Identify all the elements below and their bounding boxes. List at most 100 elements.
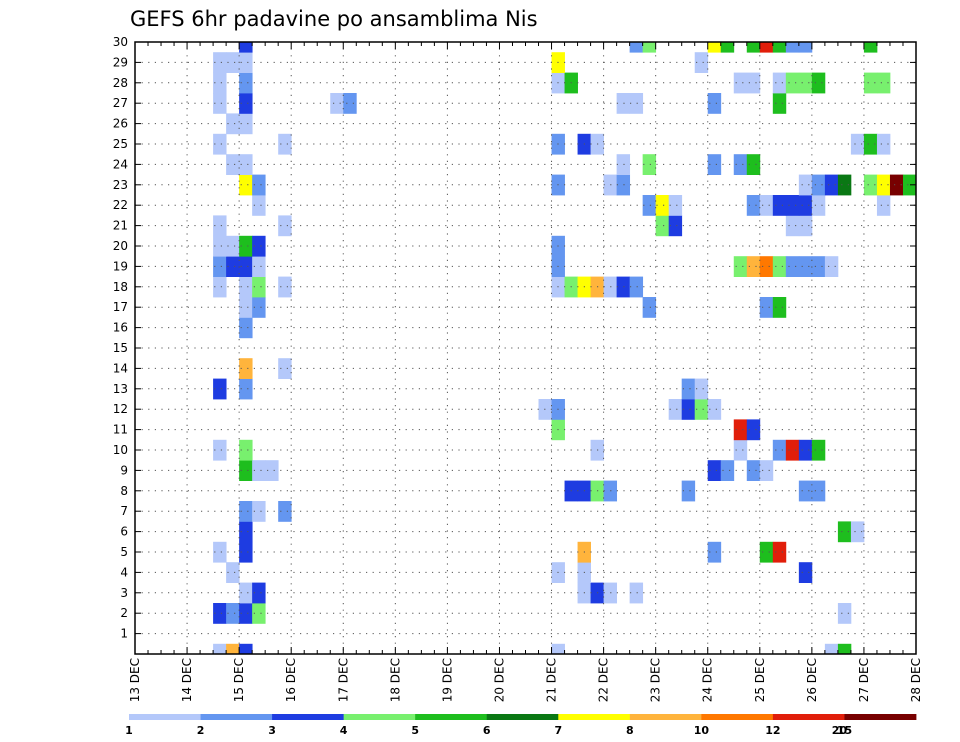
colorbar-label: 2	[197, 724, 205, 737]
heatmap-cell	[876, 133, 891, 155]
x-tick-label: 26 DEC	[805, 658, 819, 702]
heatmap-cell	[837, 603, 852, 624]
heatmap-cell	[746, 256, 761, 277]
y-tick-label: 25	[113, 137, 128, 151]
x-tick-label: 18 DEC	[388, 658, 402, 702]
heatmap-cell	[759, 42, 774, 53]
heatmap-cell	[798, 256, 813, 277]
heatmap-cell	[772, 297, 787, 318]
heatmap-cell	[252, 256, 266, 277]
heatmap-cell	[252, 174, 266, 196]
heatmap-cell	[252, 276, 266, 298]
heatmap-cell	[863, 174, 878, 196]
heatmap-cell	[226, 52, 240, 73]
colorbar-segment	[558, 714, 631, 720]
heatmap-cell	[759, 460, 774, 481]
heatmap-cell	[707, 541, 722, 563]
y-tick-label: 1	[120, 627, 128, 641]
y-tick-label: 21	[113, 219, 128, 233]
heatmap-cell	[239, 154, 253, 175]
heatmap-cell	[668, 215, 683, 237]
heatmap-cell	[239, 643, 253, 655]
heatmap-cell	[720, 42, 735, 53]
colorbar-segment	[129, 714, 201, 720]
heatmap-cell	[811, 480, 826, 502]
heatmap-cell	[252, 582, 266, 604]
heatmap-cell	[213, 439, 227, 461]
heatmap-cell	[629, 42, 644, 53]
x-tick-label: 17 DEC	[336, 658, 350, 702]
heatmap-cell	[226, 235, 240, 257]
colorbar-label: 15	[837, 724, 852, 737]
heatmap-cell	[837, 643, 852, 655]
heatmap-cell	[681, 378, 696, 400]
heatmap-cell	[863, 133, 878, 155]
heatmap-cell	[785, 42, 800, 53]
heatmap-cell	[733, 72, 748, 94]
heatmap-cell	[733, 256, 748, 277]
heatmap-cell	[239, 603, 253, 624]
heatmap-cell	[733, 419, 748, 441]
heatmap-cell	[746, 72, 761, 94]
heatmap-cell	[278, 276, 292, 298]
heatmap-cell	[746, 195, 761, 216]
colorbar-label: 12	[765, 724, 780, 737]
y-tick-label: 23	[113, 178, 128, 192]
chart-title: GEFS 6hr padavine po ansamblima Nis	[130, 7, 538, 31]
heatmap-cell	[616, 174, 631, 196]
y-tick-label: 29	[113, 55, 128, 69]
colorbar-label: 1	[125, 724, 133, 737]
y-tick-label: 5	[120, 545, 128, 559]
heatmap-cell	[239, 235, 253, 257]
heatmap-cell	[798, 174, 813, 196]
heatmap-cell	[798, 439, 813, 461]
heatmap-cell	[694, 52, 709, 73]
y-tick-label: 26	[113, 117, 128, 131]
heatmap-cell	[811, 439, 826, 461]
heatmap-cell	[707, 93, 722, 114]
heatmap-cell	[798, 42, 813, 53]
y-tick-label: 22	[113, 198, 128, 212]
y-tick-label: 16	[113, 321, 128, 335]
heatmap-cell	[616, 93, 631, 114]
y-tick-label: 9	[120, 463, 128, 477]
heatmap-cell	[850, 521, 865, 543]
heatmap-cell	[889, 174, 904, 196]
heatmap-cell	[642, 195, 657, 216]
colorbar-segment	[486, 714, 559, 720]
heatmap-cell	[213, 93, 227, 114]
heatmap-cell	[772, 256, 787, 277]
heatmap-cell	[759, 195, 774, 216]
heatmap-cell	[226, 154, 240, 175]
x-tick-label: 21 DEC	[545, 658, 559, 702]
heatmap-cell	[616, 276, 631, 298]
x-tick-label: 15 DEC	[232, 658, 246, 702]
y-tick-label: 6	[120, 525, 128, 539]
colorbar-label: 20	[832, 724, 848, 737]
heatmap-cell	[707, 399, 722, 420]
x-tick-label: 25 DEC	[753, 658, 767, 702]
heatmap-cell	[213, 72, 227, 94]
heatmap-cell	[239, 317, 253, 339]
heatmap-cell	[629, 93, 644, 114]
y-tick-label: 4	[120, 565, 128, 579]
heatmap-cell	[642, 297, 657, 318]
heatmap-cell	[551, 643, 565, 655]
colorbar-label: 8	[626, 724, 634, 737]
heatmap-cell	[772, 72, 787, 94]
heatmap-cell	[798, 215, 813, 237]
heatmap-cell	[239, 276, 253, 298]
heatmap-cell	[239, 113, 253, 135]
colorbar-segment	[343, 714, 416, 720]
heatmap-cell	[213, 643, 227, 655]
heatmap-cell	[213, 133, 227, 155]
y-tick-label: 8	[120, 484, 128, 498]
heatmap-cell	[239, 297, 253, 318]
heatmap-cell	[850, 133, 865, 155]
heatmap-cell	[876, 72, 891, 94]
y-tick-label: 20	[113, 239, 128, 253]
heatmap-cell	[278, 358, 292, 379]
heatmap-cell	[252, 460, 266, 481]
